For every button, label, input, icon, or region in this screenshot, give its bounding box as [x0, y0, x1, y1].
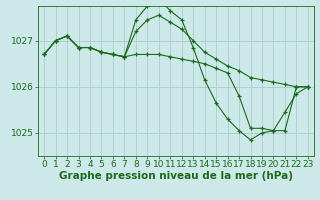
X-axis label: Graphe pression niveau de la mer (hPa): Graphe pression niveau de la mer (hPa): [59, 171, 293, 181]
